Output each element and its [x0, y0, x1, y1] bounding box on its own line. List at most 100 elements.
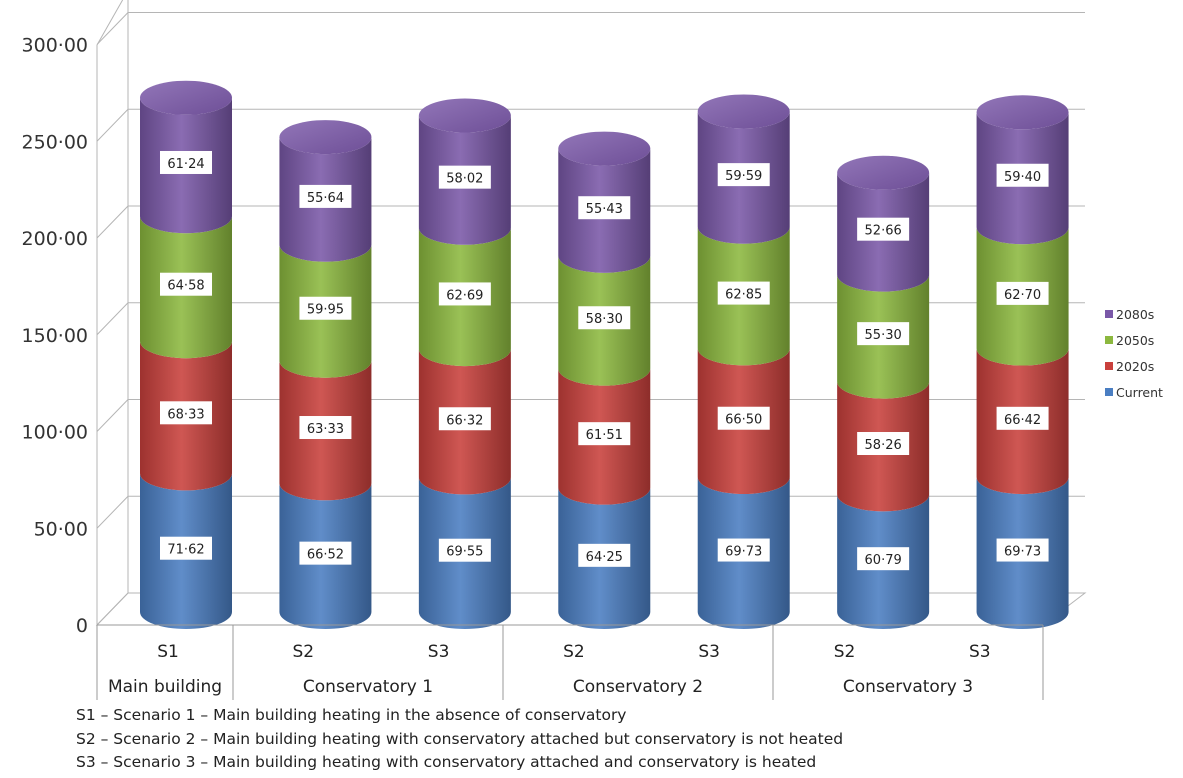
bar-cap — [837, 155, 930, 190]
data-label: 66·42 — [996, 406, 1049, 430]
legend: 2080s 2050s 2020s Current — [1105, 301, 1163, 405]
footnotes: S1 – Scenario 1 – Main building heating … — [76, 704, 843, 775]
legend-label: 2020s — [1116, 358, 1155, 374]
data-label: 59·59 — [717, 163, 770, 187]
x-axis: S1 S2 S3 S2 S3 S2 S3 Main building Conservatory … — [96, 624, 1044, 700]
data-label: 66·32 — [438, 407, 491, 431]
svg-text:69·55: 69·55 — [446, 545, 483, 560]
legend-item: 2080s — [1105, 301, 1163, 327]
legend-swatch — [1105, 310, 1113, 318]
svg-text:59·95: 59·95 — [307, 303, 344, 318]
bar-cap — [279, 120, 372, 155]
legend-label: 2050s — [1116, 332, 1155, 348]
data-label: 58·26 — [857, 432, 910, 456]
svg-text:61·24: 61·24 — [167, 157, 204, 172]
data-label: 64·58 — [160, 272, 212, 296]
legend-swatch — [1105, 388, 1113, 396]
data-label: 68·33 — [160, 401, 212, 425]
svg-text:63·33: 63·33 — [307, 422, 344, 437]
svg-text:55·43: 55·43 — [586, 202, 623, 217]
svg-text:66·50: 66·50 — [725, 413, 762, 428]
legend-item: Current — [1105, 379, 1163, 405]
legend-item: 2050s — [1105, 327, 1163, 353]
data-label: 66·50 — [717, 406, 770, 430]
data-label: 52·66 — [857, 217, 910, 241]
data-label: 58·02 — [438, 165, 491, 189]
ytick-label: 200·00 — [22, 228, 88, 250]
svg-text:66·42: 66·42 — [1004, 413, 1041, 428]
data-labels: 71·62 68·33 64·58 61·24 66·52 63·33 59·95 55·64… — [160, 150, 1049, 571]
group-label: Conservatory 2 — [573, 677, 703, 697]
xtick-label: S1 — [157, 642, 179, 662]
data-label: 59·95 — [299, 296, 352, 320]
data-label: 66·52 — [299, 541, 352, 565]
svg-text:58·30: 58·30 — [586, 312, 623, 327]
xtick-label: S3 — [698, 642, 720, 662]
data-label: 58·30 — [578, 306, 631, 330]
footnote-s2: S2 – Scenario 2 – Main building heating … — [76, 729, 844, 748]
data-label: 62·69 — [438, 282, 491, 306]
data-label: 59·40 — [996, 163, 1049, 187]
svg-text:66·32: 66·32 — [446, 413, 483, 428]
svg-text:58·02: 58·02 — [446, 172, 483, 187]
legend-swatch — [1105, 336, 1113, 344]
xtick-label: S2 — [563, 642, 585, 662]
stacked-cylinder-chart: 0 50·00 100·00 150·00 200·00 250·00 300·00 71·… — [22, 0, 1087, 700]
svg-text:60·79: 60·79 — [865, 553, 902, 568]
data-label: 60·79 — [857, 547, 910, 571]
data-label: 61·24 — [160, 150, 212, 174]
svg-text:68·33: 68·33 — [167, 407, 204, 422]
svg-text:58·26: 58·26 — [865, 438, 902, 453]
svg-text:52·66: 52·66 — [865, 224, 902, 239]
group-label: Main building — [108, 677, 222, 697]
data-label: 69·55 — [438, 538, 491, 562]
legend-label: 2080s — [1116, 306, 1155, 322]
data-label: 61·51 — [578, 422, 631, 446]
data-label: 62·70 — [996, 281, 1049, 305]
svg-text:59·59: 59·59 — [725, 169, 762, 184]
bar-cap — [697, 94, 790, 129]
svg-text:59·40: 59·40 — [1004, 170, 1041, 185]
data-label: 69·73 — [717, 538, 770, 562]
group-label: Conservatory 1 — [303, 677, 433, 697]
data-label: 69·73 — [996, 538, 1049, 562]
ytick-label: 150·00 — [22, 325, 88, 347]
ytick-label: 0 — [76, 615, 88, 637]
svg-text:64·25: 64·25 — [586, 550, 623, 565]
bar-cap — [558, 131, 651, 166]
ytick-label: 250·00 — [22, 131, 88, 153]
bar-cap — [418, 98, 511, 133]
bar-cap — [976, 95, 1069, 130]
svg-text:62·85: 62·85 — [725, 288, 762, 303]
svg-text:69·73: 69·73 — [725, 545, 762, 560]
data-label: 55·30 — [857, 322, 910, 346]
data-label: 55·64 — [299, 184, 352, 208]
svg-text:69·73: 69·73 — [1004, 545, 1041, 560]
y-axis-ticks: 0 50·00 100·00 150·00 200·00 250·00 300·00 — [22, 35, 88, 638]
legend-label: Current — [1116, 384, 1163, 400]
svg-text:55·64: 55·64 — [307, 191, 344, 206]
svg-text:71·62: 71·62 — [167, 543, 204, 558]
svg-text:62·69: 62·69 — [446, 288, 483, 303]
xtick-label: S3 — [969, 642, 991, 662]
footnote-s1: S1 – Scenario 1 – Main building heating … — [76, 706, 627, 724]
ytick-label: 100·00 — [22, 422, 88, 444]
ytick-label: 300·00 — [22, 35, 88, 57]
data-label: 62·85 — [717, 281, 770, 305]
legend-swatch — [1105, 362, 1113, 370]
svg-text:61·51: 61·51 — [586, 428, 623, 443]
legend-item: 2020s — [1105, 353, 1163, 379]
xtick-label: S3 — [428, 642, 450, 662]
bar-cap — [140, 80, 232, 115]
data-label: 71·62 — [160, 536, 212, 560]
group-label: Conservatory 3 — [843, 677, 973, 697]
footnote-s3: S3 – Scenario 3 – Main building heating … — [76, 753, 817, 771]
ytick-label: 50·00 — [34, 518, 88, 540]
svg-text:55·30: 55·30 — [865, 328, 902, 343]
data-label: 63·33 — [299, 416, 352, 440]
xtick-label: S2 — [292, 642, 314, 662]
svg-text:66·52: 66·52 — [307, 548, 344, 563]
xtick-label: S2 — [834, 642, 856, 662]
svg-text:64·58: 64·58 — [167, 279, 204, 294]
data-label: 64·25 — [578, 543, 631, 567]
